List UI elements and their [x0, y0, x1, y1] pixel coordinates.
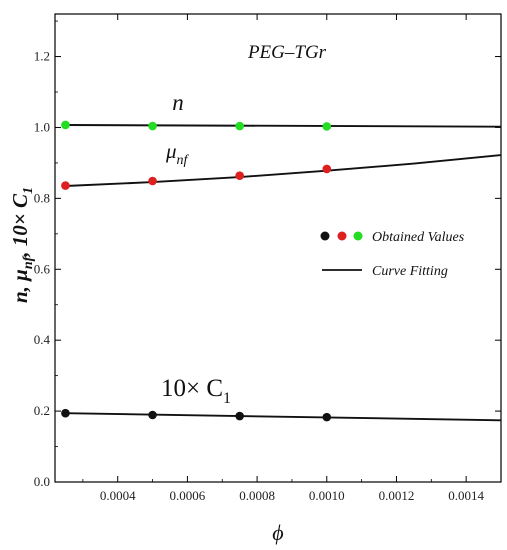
legend-fit-label: Curve Fitting — [372, 264, 448, 279]
fit-curve-1 — [65, 154, 502, 187]
plot-frame — [54, 13, 502, 483]
annotation-mu-symbol: μ — [165, 139, 177, 163]
data-point — [61, 181, 70, 190]
data-point — [148, 410, 157, 420]
annotation-mu-nf: μnf — [165, 139, 190, 168]
annotation-mu-subscript: nf — [177, 153, 190, 168]
x-tick-label: 0.0010 — [309, 488, 345, 503]
y-axis-title-sub2: 1 — [21, 187, 36, 194]
legend-dot-red — [337, 231, 347, 241]
y-tick-label: 0.4 — [34, 332, 51, 347]
x-tick-label: 0.0004 — [100, 488, 136, 503]
legend-obtained-label: Obtained Values — [372, 230, 465, 245]
data-point — [148, 176, 157, 186]
fit-curve-2 — [65, 412, 502, 422]
x-axis-title: ϕ — [272, 520, 283, 545]
x-tick-label: 0.0006 — [170, 488, 206, 503]
y-tick-label: 1.2 — [34, 49, 50, 64]
data-point — [61, 120, 70, 130]
x-tick-label: 0.0008 — [239, 488, 275, 503]
annotation-10c1-main: 10× C — [161, 375, 223, 402]
legend: Obtained Values Curve Fitting — [320, 230, 465, 279]
y-tick-label: 0.0 — [34, 474, 50, 489]
chart-title: PEG–TGr — [247, 42, 327, 63]
y-tick-label: 0.6 — [34, 261, 51, 276]
y-tick-label: 0.2 — [34, 403, 50, 418]
y-tick-label: 1.0 — [34, 119, 50, 134]
data-points — [61, 120, 332, 422]
data-point — [61, 408, 70, 418]
data-point — [148, 121, 157, 131]
legend-dot-black — [320, 231, 330, 241]
y-axis-title-sub1: nf — [21, 255, 36, 269]
data-point — [322, 164, 332, 174]
data-point — [322, 412, 332, 422]
y-tick-label: 0.8 — [34, 190, 50, 205]
data-point — [235, 121, 244, 131]
data-point — [235, 411, 244, 421]
data-point — [322, 122, 332, 131]
annotation-n: n — [172, 90, 184, 115]
annotation-10c1: 10× C1 — [161, 375, 231, 407]
annotation-10c1-subscript: 1 — [223, 390, 231, 407]
y-axis-title-part2: , 10× C — [8, 193, 32, 258]
data-point — [235, 171, 244, 180]
y-axis-title: n, μnf, 10× C1 — [8, 187, 36, 303]
fit-curves — [65, 124, 502, 422]
fit-curve-0 — [65, 124, 502, 128]
legend-dot-green — [353, 231, 363, 241]
y-axis-title-part1: n, μ — [8, 269, 32, 303]
x-tick-label: 0.0012 — [379, 488, 415, 503]
ticks: 0.0004 0.0006 0.0008 0.0010 0.0012 0.0014 0.0 0… — [34, 14, 501, 503]
x-tick-label: 0.0014 — [448, 488, 484, 503]
